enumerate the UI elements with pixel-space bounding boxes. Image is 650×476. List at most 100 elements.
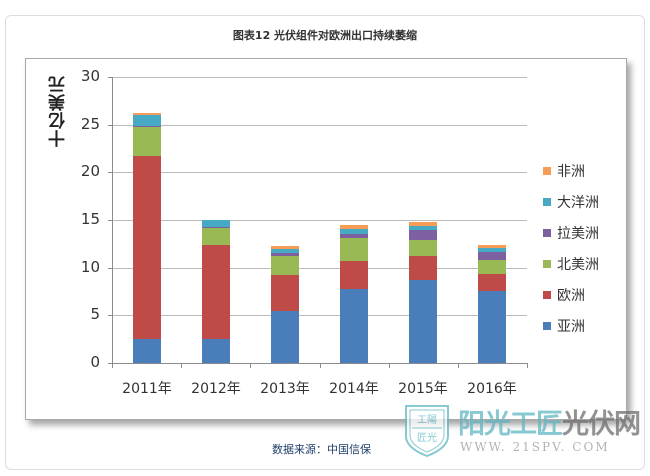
bar-segment[interactable] (202, 339, 230, 363)
legend-swatch-icon (543, 290, 551, 299)
shield-icon: 工陽 匠光 (405, 405, 449, 458)
legend: 非洲大洋洲拉美洲北美洲欧洲亚洲 (543, 155, 599, 341)
bar-segment[interactable] (133, 113, 161, 116)
bar-segment[interactable] (478, 245, 506, 249)
bar-segment[interactable] (340, 288, 368, 363)
gridline (112, 172, 527, 173)
y-tick-label: 0 (90, 353, 100, 371)
legend-item: 大洋洲 (543, 186, 599, 217)
x-tick (527, 363, 528, 368)
x-tick (181, 363, 182, 368)
bar-segment[interactable] (202, 228, 230, 246)
bar-segment[interactable] (478, 291, 506, 363)
x-tick-label: 2013年 (260, 381, 310, 397)
bar-segment[interactable] (202, 227, 230, 229)
bar-segment[interactable] (271, 249, 299, 253)
y-tick-label: 25 (80, 115, 100, 133)
watermark-brand-dark: 光伏网 (562, 409, 641, 440)
gridline (112, 315, 527, 316)
x-tick (458, 363, 459, 368)
stacked-bar[interactable] (202, 219, 230, 363)
y-tick-label: 5 (90, 305, 100, 323)
y-tick (108, 220, 112, 221)
x-tick (250, 363, 251, 368)
legend-label: 北美洲 (557, 256, 599, 273)
bar-segment[interactable] (409, 280, 437, 363)
bar-segment[interactable] (271, 255, 299, 276)
data-source-note: 数据来源：中国信保 (272, 443, 371, 456)
y-tick (108, 268, 112, 269)
stacked-bar[interactable] (409, 222, 437, 363)
legend-item: 非洲 (543, 155, 599, 186)
bar-segment[interactable] (340, 261, 368, 289)
bar-segment[interactable] (133, 156, 161, 340)
y-tick (108, 77, 112, 78)
bar-segment[interactable] (409, 230, 437, 241)
bar-segment[interactable] (202, 220, 230, 228)
bar-segment[interactable] (133, 339, 161, 363)
bar-segment[interactable] (478, 260, 506, 275)
bar-segment[interactable] (340, 238, 368, 262)
legend-item: 欧洲 (543, 279, 599, 310)
bar-segment[interactable] (409, 256, 437, 281)
x-tick (112, 363, 113, 368)
legend-item: 北美洲 (543, 248, 599, 279)
stacked-bar[interactable] (271, 246, 299, 363)
bar-segment[interactable] (409, 240, 437, 257)
y-axis-label: 十亿美元 (49, 75, 69, 147)
svg-text:工陽: 工陽 (417, 414, 437, 426)
x-tick (389, 363, 390, 368)
y-tick-label: 30 (80, 67, 100, 85)
bar-segment[interactable] (409, 226, 437, 231)
bar-segment[interactable] (340, 229, 368, 234)
bar-segment[interactable] (271, 275, 299, 312)
bar-segment[interactable] (133, 125, 161, 127)
bar-segment[interactable] (478, 248, 506, 253)
stacked-bar[interactable] (133, 113, 161, 363)
bar-segment[interactable] (340, 233, 368, 239)
bar-segment[interactable] (409, 222, 437, 227)
y-tick-label: 15 (80, 210, 100, 228)
x-axis (108, 363, 528, 364)
bar-segment[interactable] (340, 224, 368, 230)
y-tick-label: 10 (80, 258, 100, 276)
y-axis (112, 77, 113, 364)
legend-swatch-icon (543, 228, 551, 237)
chart-title: 图表12 光伏组件对欧洲出口持续萎缩 (232, 29, 418, 42)
gridline (112, 268, 527, 269)
stacked-bar[interactable] (340, 224, 368, 363)
watermark-brand: 阳光工匠光伏网 (458, 402, 641, 441)
bar-segment[interactable] (133, 115, 161, 126)
stacked-bar[interactable] (478, 245, 506, 363)
gridline (112, 220, 527, 221)
legend-swatch-icon (543, 259, 551, 268)
bar-segment[interactable] (271, 252, 299, 256)
legend-label: 拉美洲 (557, 225, 599, 242)
legend-label: 大洋洲 (557, 194, 599, 211)
watermark-url: WWW. 21SPV. COM (460, 440, 610, 454)
watermark-brand-light: 阳光工匠 (458, 409, 563, 440)
y-tick (108, 315, 112, 316)
y-tick (108, 172, 112, 173)
x-tick-label: 2011年 (122, 381, 172, 397)
legend-label: 非洲 (557, 163, 585, 180)
bar-segment[interactable] (478, 274, 506, 292)
x-tick (320, 363, 321, 368)
bar-segment[interactable] (271, 246, 299, 250)
chart-frame (25, 58, 627, 420)
gridline (112, 77, 527, 78)
x-tick-label: 2016年 (467, 381, 517, 397)
bar-segment[interactable] (202, 245, 230, 340)
legend-swatch-icon (543, 166, 551, 175)
legend-label: 欧洲 (557, 287, 585, 304)
bar-segment[interactable] (478, 252, 506, 261)
x-tick-label: 2012年 (191, 381, 241, 397)
bar-segment[interactable] (271, 311, 299, 363)
bar-segment[interactable] (133, 126, 161, 157)
y-tick-label: 20 (80, 162, 100, 180)
legend-item: 亚洲 (543, 310, 599, 341)
svg-text:匠光: 匠光 (417, 431, 437, 444)
x-tick-label: 2015年 (398, 381, 448, 397)
legend-item: 拉美洲 (543, 217, 599, 248)
legend-swatch-icon (543, 321, 551, 330)
